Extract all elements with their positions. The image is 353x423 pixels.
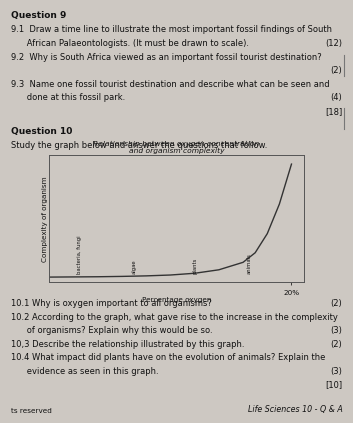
Text: African Palaeontologists. (It must be drawn to scale).: African Palaeontologists. (It must be dr… (11, 39, 249, 48)
Text: Study the graph below and answer the questions that follow.: Study the graph below and answer the que… (11, 140, 267, 149)
Text: 10.1 Why is oxygen important to all organisms?: 10.1 Why is oxygen important to all orga… (11, 299, 211, 308)
Text: 10,3 Describe the relationship illustrated by this graph.: 10,3 Describe the relationship illustrat… (11, 340, 244, 349)
X-axis label: Percentage oxygen: Percentage oxygen (142, 297, 211, 303)
Text: Question 10: Question 10 (11, 127, 72, 136)
Y-axis label: Complexity of organism: Complexity of organism (42, 176, 48, 262)
Text: (3): (3) (330, 326, 342, 335)
Text: (2): (2) (331, 340, 342, 349)
Text: (4): (4) (331, 93, 342, 102)
Text: [18]: [18] (325, 107, 342, 115)
Text: (12): (12) (325, 39, 342, 48)
Text: ts reserved: ts reserved (11, 408, 52, 414)
Text: done at this fossil park.: done at this fossil park. (11, 93, 125, 102)
Text: 9.2  Why is South Africa viewed as an important fossil tourist destination?: 9.2 Why is South Africa viewed as an imp… (11, 52, 321, 61)
Text: (2): (2) (331, 299, 342, 308)
Text: evidence as seen in this graph.: evidence as seen in this graph. (11, 367, 158, 376)
Text: (3): (3) (330, 367, 342, 376)
Text: Life Sciences 10 - Q & A: Life Sciences 10 - Q & A (248, 405, 342, 414)
Title: Relationship between oxygen concentration
and organism complexity: Relationship between oxygen concentratio… (94, 140, 259, 154)
Text: [10]: [10] (325, 380, 342, 390)
Text: 9.3  Name one fossil tourist destination and describe what can be seen and: 9.3 Name one fossil tourist destination … (11, 80, 329, 88)
Text: of organisms? Explain why this would be so.: of organisms? Explain why this would be … (11, 326, 212, 335)
Text: algae: algae (132, 260, 137, 275)
Text: bacteria, fungi: bacteria, fungi (77, 236, 82, 275)
Text: Question 9: Question 9 (11, 11, 66, 19)
Text: animals: animals (247, 254, 252, 275)
Text: 10.2 According to the graph, what gave rise to the increase in the complexity: 10.2 According to the graph, what gave r… (11, 313, 337, 322)
Text: plants: plants (192, 258, 197, 275)
Text: 9.1  Draw a time line to illustrate the most important fossil findings of South: 9.1 Draw a time line to illustrate the m… (11, 25, 331, 34)
Text: 10.4 What impact did plants have on the evolution of animals? Explain the: 10.4 What impact did plants have on the … (11, 353, 325, 363)
Text: (2): (2) (331, 66, 342, 75)
